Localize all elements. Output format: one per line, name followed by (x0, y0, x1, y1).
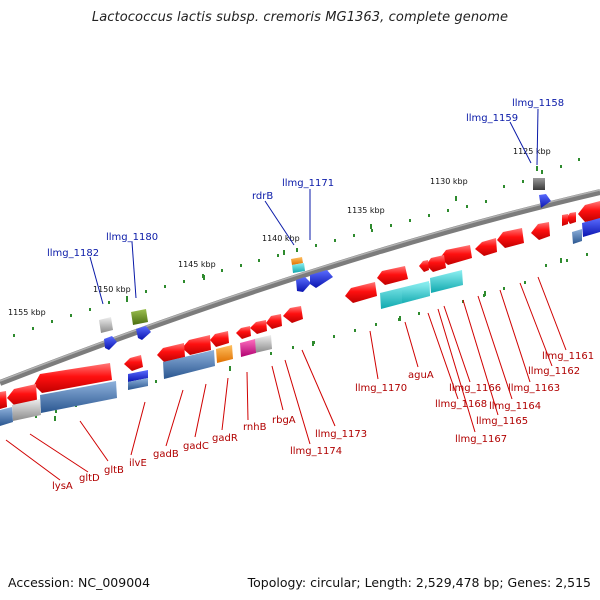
gene-reverse (426, 255, 446, 272)
gene-label-llmg-1182: llmg_1182 (47, 248, 99, 259)
page-title: Lactococcus lactis subsp. cremoris MG136… (91, 10, 509, 25)
topology-label: Topology: circular; Length: 2,529,478 bp… (247, 575, 591, 590)
reverse-genes (0, 201, 600, 409)
gene-reverse (157, 343, 185, 362)
gene-reverse (124, 355, 143, 371)
genome-backbone (0, 189, 600, 386)
scale-label-1150: 1150 kbp (93, 285, 131, 294)
gene-reverse (210, 331, 229, 347)
gene-label-llmg-1163: llmg_1163 (508, 383, 560, 394)
gene-label-llmg-1170: llmg_1170 (355, 383, 407, 394)
gene-reverse (345, 282, 377, 303)
gene-reverse (7, 384, 37, 406)
gene-label-gltB: gltB (104, 465, 124, 476)
inner-row-genes (0, 218, 600, 426)
gene-label-llmg-1167: llmg_1167 (455, 434, 507, 445)
scale-label-1140: 1140 kbp (262, 234, 300, 243)
gene-reverse (566, 212, 576, 224)
scale-label-1135: 1135 kbp (347, 206, 385, 215)
gene-reverse (283, 306, 303, 323)
gene-label-rbgA: rbgA (272, 415, 296, 426)
gene-label-llmg-1171: llmg_1171 (282, 178, 334, 189)
gene-label-llmg-1166: llmg_1166 (449, 383, 501, 394)
gene-label-gltD: gltD (79, 473, 100, 484)
scale-label-1130: 1130 kbp (430, 177, 468, 186)
gene-reverse (497, 228, 524, 248)
gene-inner (430, 270, 463, 293)
gene-reverse (182, 335, 211, 355)
gene-reverse (377, 266, 408, 285)
gene-inner (582, 218, 600, 237)
gene-reverse (531, 222, 550, 240)
gene-inner (402, 283, 430, 303)
gene-label-llmg-1158: llmg_1158 (512, 98, 564, 109)
gene-reverse (0, 391, 7, 409)
gene-label-llmg-1161: llmg_1161 (542, 351, 594, 362)
gene-reverse (236, 326, 251, 339)
gene-inner (240, 339, 256, 357)
gene-inner (163, 350, 215, 379)
gene-forward (291, 257, 303, 265)
outer-scale-track (13, 158, 580, 337)
scale-label-1125: 1125 kbp (513, 147, 551, 156)
gene-label-ilvE: ilvE (129, 458, 147, 469)
gene-label-llmg-1174: llmg_1174 (290, 446, 342, 457)
gene-inner (216, 345, 233, 363)
forward-leader-lines (89, 108, 539, 305)
gene-label-llmg-1164: llmg_1164 (489, 401, 541, 412)
gene-label-llmg-1162: llmg_1162 (528, 366, 580, 377)
gene-reverse (419, 260, 429, 272)
gene-inner (12, 399, 41, 421)
scale-label-1155: 1155 kbp (8, 308, 46, 317)
gene-label-llmg-1173: llmg_1173 (315, 429, 367, 440)
gene-reverse (34, 363, 112, 393)
gene-label-rnhB: rnhB (243, 422, 267, 433)
gene-forward (292, 263, 305, 273)
gene-reverse (475, 238, 497, 256)
gene-forward (296, 277, 311, 292)
gene-label-llmg-1159: llmg_1159 (466, 113, 518, 124)
gene-forward (310, 270, 333, 288)
gene-reverse (440, 245, 472, 265)
gene-inner (572, 229, 582, 244)
gene-reverse (250, 320, 267, 334)
gene-forward (136, 326, 151, 340)
scale-label-1145: 1145 kbp (178, 260, 216, 269)
gene-forward (104, 336, 117, 350)
gene-forward (533, 178, 545, 190)
gene-label-llmg-1165: llmg_1165 (476, 416, 528, 427)
forward-genes (99, 178, 551, 350)
accession-label: Accession: NC_009004 (8, 575, 151, 590)
reverse-leader-lines (5, 276, 567, 481)
gene-inner (0, 407, 13, 426)
gene-label-gadR: gadR (212, 433, 238, 444)
gene-label-rdrB: rdrB (252, 191, 273, 202)
gene-inner (254, 335, 272, 353)
gene-forward (99, 317, 113, 333)
gene-inner (40, 381, 117, 413)
gene-label-gadC: gadC (183, 441, 209, 452)
gene-inner (128, 378, 148, 390)
gene-reverse (578, 201, 600, 222)
gene-label-lysA: lysA (52, 481, 73, 492)
gene-label-llmg-1180: llmg_1180 (106, 232, 158, 243)
gene-label-gadB: gadB (153, 449, 179, 460)
gene-forward (131, 309, 148, 325)
gene-forward (539, 194, 551, 208)
gene-label-llmg-1168: llmg_1168 (435, 399, 487, 410)
gene-label-aguA: aguA (408, 370, 434, 381)
gene-reverse (562, 214, 568, 226)
gene-reverse (266, 314, 282, 329)
genome-backbone-highlight (0, 189, 600, 382)
